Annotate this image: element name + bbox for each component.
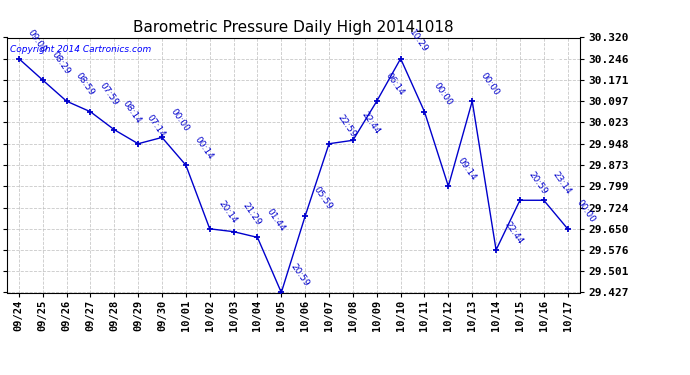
Text: 01:44: 01:44 [264,207,286,233]
Text: 00:00: 00:00 [575,198,597,225]
Text: Copyright 2014 Cartronics.com: Copyright 2014 Cartronics.com [10,45,151,54]
Text: 08:29: 08:29 [50,50,72,76]
Text: 07:14: 07:14 [145,113,167,140]
Text: 22:59: 22:59 [336,113,358,140]
Text: 08:59: 08:59 [74,70,96,97]
Text: 20:14: 20:14 [217,198,239,225]
Text: 07:59: 07:59 [97,81,119,108]
Text: 00:00: 00:00 [431,81,453,108]
Text: 00:14: 00:14 [193,135,215,161]
Text: 00:00: 00:00 [479,70,502,97]
Text: 22:44: 22:44 [503,220,525,246]
Title: Barometric Pressure Daily High 20141018: Barometric Pressure Daily High 20141018 [133,20,453,35]
Text: 23:14: 23:14 [551,170,573,196]
Text: 08:14: 08:14 [121,99,144,126]
Text: 21:29: 21:29 [241,201,263,228]
Text: 22:44: 22:44 [360,110,382,136]
Text: 09:00: 09:00 [26,28,48,54]
Text: 05:59: 05:59 [312,186,335,212]
Text: 20:59: 20:59 [288,262,311,288]
Text: 06:14: 06:14 [384,71,406,97]
Text: 20:59: 20:59 [527,170,549,196]
Text: 09:14: 09:14 [455,156,477,182]
Text: 00:00: 00:00 [169,107,191,133]
Text: 10:29: 10:29 [408,28,430,54]
